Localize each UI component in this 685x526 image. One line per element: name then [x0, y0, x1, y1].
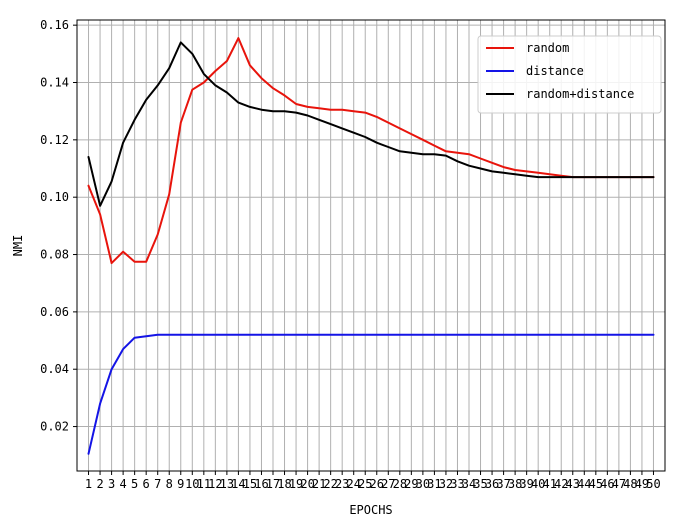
x-tick-label: 14 [231, 477, 245, 491]
y-tick-label: 0.04 [40, 362, 69, 376]
y-tick-label: 0.14 [40, 76, 69, 90]
x-tick-label: 42 [554, 477, 568, 491]
series-lines [87, 37, 655, 455]
x-tick-label: 11 [197, 477, 211, 491]
grid [77, 20, 665, 471]
x-tick-label: 25 [358, 477, 372, 491]
x-tick-label: 36 [485, 477, 499, 491]
plot-frame [76, 19, 666, 472]
x-tick-label: 3 [108, 477, 115, 491]
x-tick-label: 22 [323, 477, 337, 491]
x-tick-label: 29 [404, 477, 418, 491]
legend-box [477, 35, 662, 114]
y-tick-label: 0.06 [40, 305, 69, 319]
y-tick-label: 0.16 [40, 18, 69, 32]
x-tick-label: 32 [439, 477, 453, 491]
x-tick-label: 35 [473, 477, 487, 491]
x-axis-label: EPOCHS [349, 503, 392, 517]
x-tick-label: 26 [370, 477, 384, 491]
x-tick-label: 1 [85, 477, 92, 491]
series-line-random-distance [87, 41, 655, 207]
x-tick-label: 39 [519, 477, 533, 491]
x-tick-label: 15 [243, 477, 257, 491]
x-tick-label: 40 [531, 477, 545, 491]
x-tick-label: 8 [166, 477, 173, 491]
legend-label: random+distance [526, 87, 634, 101]
y-tick-label: 0.10 [40, 190, 69, 204]
x-tick-label: 38 [508, 477, 522, 491]
x-tick-label: 46 [600, 477, 614, 491]
x-tick-label: 4 [120, 477, 127, 491]
x-tick-label: 43 [566, 477, 580, 491]
x-tick-label: 45 [589, 477, 603, 491]
y-axis-label: NMI [11, 235, 25, 257]
x-tick-label: 50 [646, 477, 660, 491]
y-tick-label: 0.02 [40, 420, 69, 434]
x-tick-label: 12 [208, 477, 222, 491]
x-tick-label: 49 [635, 477, 649, 491]
legend: random distance random+distance [477, 35, 662, 114]
x-tick-label: 48 [623, 477, 637, 491]
x-tick-label: 24 [346, 477, 360, 491]
x-tick-label: 20 [300, 477, 314, 491]
x-tick-label: 2 [96, 477, 103, 491]
x-tick-label: 16 [254, 477, 268, 491]
x-tick-label: 17 [266, 477, 280, 491]
x-tick-label: 18 [277, 477, 291, 491]
x-tick-label: 10 [185, 477, 199, 491]
x-tick-label: 9 [177, 477, 184, 491]
x-tick-label: 37 [496, 477, 510, 491]
legend-label: distance [526, 64, 584, 78]
x-tick-label: 23 [335, 477, 349, 491]
x-tick-label: 44 [577, 477, 591, 491]
y-tick-label: 0.08 [40, 248, 69, 262]
y-tick-label: 0.12 [40, 133, 69, 147]
series-line-random [87, 37, 655, 265]
x-tick-label: 30 [416, 477, 430, 491]
series-line-distance [87, 333, 655, 455]
x-tick-label: 21 [312, 477, 326, 491]
x-tick-label: 34 [462, 477, 476, 491]
x-tick-label: 31 [427, 477, 441, 491]
x-tick-label: 19 [289, 477, 303, 491]
x-tick-label: 41 [542, 477, 556, 491]
x-tick-label: 5 [131, 477, 138, 491]
y-axis-ticks: 0.02 0.04 0.06 0.08 0.10 0.12 0.14 0.16 [40, 18, 77, 434]
x-tick-label: 28 [393, 477, 407, 491]
x-tick-label: 7 [154, 477, 161, 491]
x-tick-label: 33 [450, 477, 464, 491]
x-axis-ticks: 1 2 3 4 5 6 7 8 9 1011121314151617181920212223242… [85, 471, 661, 491]
x-tick-label: 47 [612, 477, 626, 491]
x-tick-label: 6 [143, 477, 150, 491]
legend-label: random [526, 41, 569, 55]
x-tick-label: 13 [220, 477, 234, 491]
x-tick-label: 27 [381, 477, 395, 491]
